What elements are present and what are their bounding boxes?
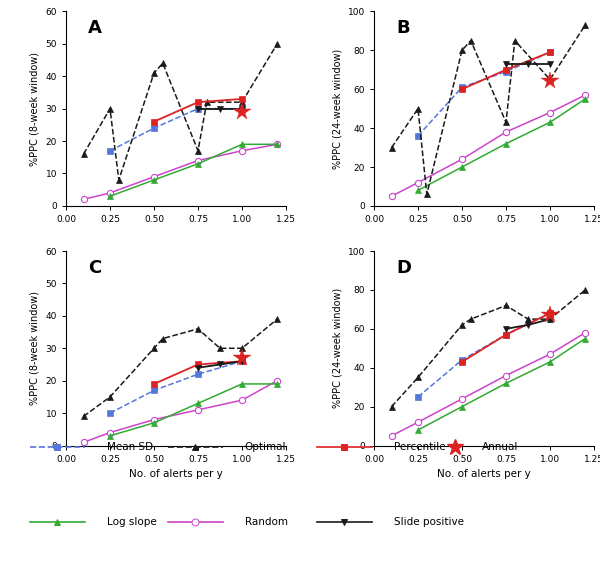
Text: Mean SD: Mean SD (107, 442, 153, 452)
X-axis label: No. of alerts per y: No. of alerts per y (129, 469, 223, 479)
Y-axis label: %PPC (24-week window): %PPC (24-week window) (332, 288, 342, 409)
Y-axis label: %PPC (8-week window): %PPC (8-week window) (30, 52, 40, 166)
Text: B: B (396, 19, 410, 37)
Text: Percentile: Percentile (394, 442, 445, 452)
Text: Random: Random (245, 517, 288, 527)
Text: A: A (88, 19, 102, 37)
Text: Slide positive: Slide positive (394, 517, 464, 527)
Text: Log slope: Log slope (107, 517, 157, 527)
Text: D: D (396, 259, 411, 277)
X-axis label: No. of alerts per y: No. of alerts per y (437, 469, 531, 479)
Text: Annual: Annual (482, 442, 518, 452)
Text: Optimal: Optimal (245, 442, 286, 452)
Y-axis label: %PPC (24-week window): %PPC (24-week window) (332, 48, 342, 169)
Y-axis label: %PPC (8-week window): %PPC (8-week window) (30, 291, 40, 405)
Text: C: C (88, 259, 101, 277)
